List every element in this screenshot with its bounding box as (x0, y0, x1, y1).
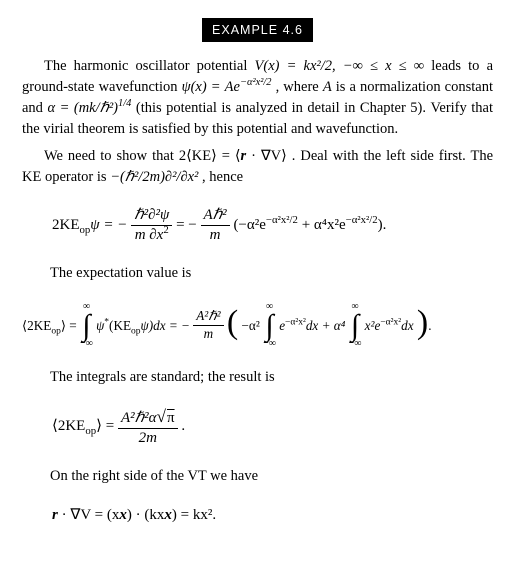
integral-icon: ∞ ∫ −∞ (263, 302, 276, 350)
math-inline: V(x) = kx²/2, −∞ ≤ x ≤ ∞ (255, 58, 425, 74)
example-header: EXAMPLE 4.6 (22, 18, 493, 42)
paragraph-3: The expectation value is (50, 263, 493, 284)
equation-1: 2KEopψ = − ℏ²∂²ψ m ∂x2 = − Aℏ² m (−α²e−α… (52, 206, 493, 245)
example-badge: EXAMPLE 4.6 (202, 18, 313, 42)
paragraph-1: The harmonic oscillator potential V(x) =… (22, 56, 493, 140)
text: The harmonic oscillator potential (44, 58, 255, 74)
integral-icon: ∞ ∫ −∞ (80, 302, 93, 350)
equation-3: ⟨2KEop⟩ = A²ℏ²α√π 2m . (52, 406, 493, 448)
equation-2: ⟨2KEop⟩ = ∞ ∫ −∞ ψ*(KEopψ)dx = − A²ℏ² m … (22, 302, 493, 350)
math-inline: ψ(x) = Ae−α²x²/2 (182, 79, 272, 95)
text: , where (276, 79, 323, 95)
paragraph-4: The integrals are standard; the result i… (50, 367, 493, 388)
equation-4: r · ∇V = (xx) · (kxx) = kx². (52, 505, 493, 527)
math-var: A (323, 79, 332, 95)
text: The expectation value is (50, 265, 191, 281)
text: On the right side of the VT we have (50, 468, 258, 484)
math-inline: −(ℏ²/2m)∂²/∂x² (110, 169, 198, 185)
text: The integrals are standard; the result i… (50, 369, 275, 385)
paragraph-2: We need to show that 2⟨KE⟩ = ⟨r · ∇V⟩ . … (22, 146, 493, 188)
text: , hence (202, 169, 243, 185)
text: We need to show that (44, 148, 179, 164)
math-inline: 2⟨KE⟩ = ⟨r · ∇V⟩ (179, 148, 287, 164)
math-inline: α = (mk/ℏ²)1/4 (47, 100, 131, 116)
paragraph-5: On the right side of the VT we have (50, 466, 493, 487)
integral-icon: ∞ ∫ −∞ (349, 302, 362, 350)
